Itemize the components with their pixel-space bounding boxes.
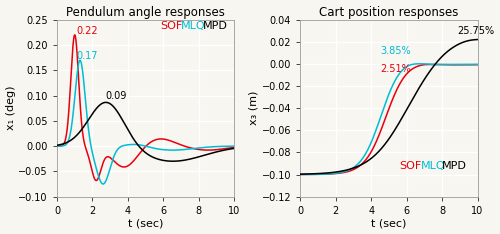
Text: MPD: MPD <box>202 21 228 31</box>
Text: MPD: MPD <box>442 161 467 171</box>
Text: SOF: SOF <box>160 21 182 31</box>
X-axis label: t (sec): t (sec) <box>371 219 406 228</box>
Y-axis label: x₁ (deg): x₁ (deg) <box>6 86 16 130</box>
Text: 25.75%: 25.75% <box>457 26 494 36</box>
Text: MLQ: MLQ <box>421 161 446 171</box>
Text: MLQ: MLQ <box>181 21 206 31</box>
Text: 2.51%: 2.51% <box>380 64 411 74</box>
Title: Pendulum angle responses: Pendulum angle responses <box>66 6 225 18</box>
Text: 0.09: 0.09 <box>106 91 127 101</box>
Y-axis label: x₃ (m): x₃ (m) <box>249 91 259 125</box>
Text: 0.17: 0.17 <box>76 51 98 61</box>
Text: 3.85%: 3.85% <box>380 46 410 56</box>
Text: SOF: SOF <box>400 161 422 171</box>
Text: 0.22: 0.22 <box>76 26 98 36</box>
X-axis label: t (sec): t (sec) <box>128 219 164 228</box>
Title: Cart position responses: Cart position responses <box>319 6 458 18</box>
